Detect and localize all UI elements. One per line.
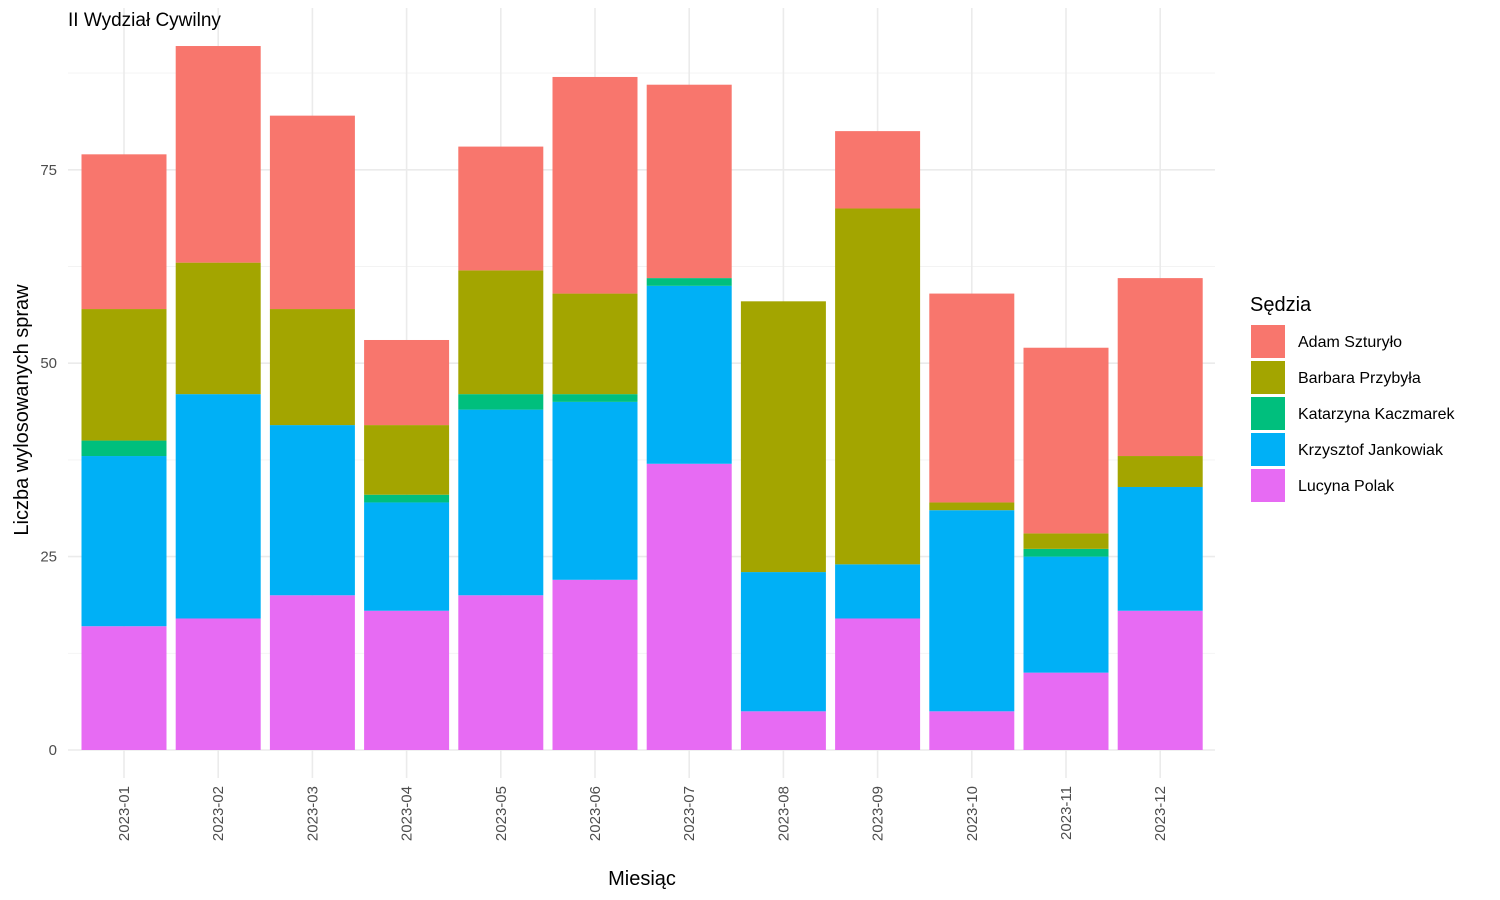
- bar-segment: [269, 115, 355, 310]
- legend-swatch: [1251, 325, 1285, 358]
- legend-swatch: [1251, 469, 1285, 502]
- bar-segment: [81, 456, 167, 627]
- bar-segment: [552, 401, 638, 580]
- legend-swatch: [1251, 397, 1285, 430]
- x-tick-label: 2023-07: [681, 786, 698, 841]
- bar-segment: [1023, 556, 1109, 673]
- bar-segment: [1023, 672, 1109, 750]
- legend: Sędzia Adam Szturyło Barbara Przybyła Kata…: [1250, 294, 1456, 502]
- bar-segment: [81, 309, 167, 441]
- bar-segment: [458, 270, 544, 395]
- bar-segment: [552, 394, 638, 402]
- x-tick-label: 2023-06: [587, 786, 604, 841]
- bar-segment: [81, 626, 167, 750]
- bar-segment: [646, 84, 732, 279]
- bar-segment: [269, 595, 355, 750]
- bar-segment: [740, 711, 826, 750]
- bar-segment: [364, 339, 450, 426]
- x-tick-label: 2023-05: [493, 786, 510, 841]
- bar-segment: [175, 262, 261, 395]
- bar-segment: [929, 711, 1015, 750]
- bar-segment: [929, 510, 1015, 712]
- bar-segment: [552, 579, 638, 750]
- bar-segment: [458, 409, 544, 596]
- x-tick-label: 2023-01: [116, 786, 133, 841]
- bar-segment: [175, 618, 261, 750]
- x-axis-title: Miesiąc: [608, 868, 676, 890]
- x-tick-label: 2023-11: [1058, 786, 1075, 840]
- bar-segment: [458, 595, 544, 750]
- legend-swatch: [1251, 433, 1285, 466]
- bar-segment: [364, 502, 450, 611]
- bar-segment: [929, 293, 1015, 503]
- x-tick-label: 2023-10: [964, 786, 981, 841]
- bar-segment: [1117, 278, 1203, 457]
- y-tick-label: 75: [40, 162, 57, 179]
- bars: [81, 46, 1203, 750]
- chart-title: II Wydział Cywilny: [68, 10, 221, 31]
- bar-segment: [552, 293, 638, 395]
- bar-segment: [364, 494, 450, 503]
- bar-segment: [175, 394, 261, 619]
- x-tick-label: 2023-02: [210, 786, 227, 841]
- bar-segment: [835, 564, 921, 619]
- bar-segment: [269, 309, 355, 426]
- bar-segment: [929, 502, 1015, 511]
- legend-label: Adam Szturyło: [1298, 334, 1402, 351]
- y-tick-label: 0: [49, 742, 57, 759]
- bar-segment: [269, 425, 355, 596]
- bar-segment: [646, 463, 732, 750]
- bar-segment: [458, 394, 544, 410]
- bar-segment: [740, 572, 826, 712]
- bar-segment: [646, 278, 732, 286]
- legend-label: Barbara Przybyła: [1298, 370, 1421, 387]
- bar-segment: [835, 208, 921, 565]
- x-axis-ticks: 2023-01 2023-02 2023-03 2023-04 2023-05 2023-…: [116, 786, 1169, 841]
- legend-swatch: [1251, 361, 1285, 394]
- bar-segment: [1023, 533, 1109, 549]
- x-tick-label: 2023-08: [775, 786, 792, 841]
- legend-title: Sędzia: [1250, 294, 1312, 316]
- bar-segment: [552, 76, 638, 294]
- bar-segment: [1023, 347, 1109, 534]
- y-axis-title: Liczba wylosowanych spraw: [11, 284, 33, 536]
- bar-segment: [1117, 486, 1203, 611]
- bar-segment: [364, 610, 450, 750]
- x-tick-label: 2023-09: [870, 786, 887, 841]
- y-tick-label: 50: [40, 355, 57, 372]
- bar-segment: [1117, 456, 1203, 487]
- bar-segment: [364, 425, 450, 495]
- y-axis-ticks: 0 25 50 75: [40, 162, 57, 759]
- bar-segment: [646, 285, 732, 464]
- x-tick-label: 2023-04: [399, 786, 416, 841]
- bar-segment: [81, 440, 167, 457]
- bar-segment: [458, 146, 544, 271]
- bar-segment: [1117, 610, 1203, 750]
- legend-label: Lucyna Polak: [1298, 478, 1395, 495]
- bar-segment: [1023, 548, 1109, 557]
- bar-segment: [835, 618, 921, 750]
- legend-label: Katarzyna Kaczmarek: [1298, 406, 1456, 423]
- bar-segment: [81, 154, 167, 310]
- bar-segment: [835, 131, 921, 209]
- x-tick-label: 2023-12: [1152, 786, 1169, 841]
- y-tick-label: 25: [40, 549, 57, 566]
- legend-label: Krzysztof Jankowiak: [1298, 442, 1444, 459]
- x-tick-label: 2023-03: [304, 786, 321, 841]
- bar-segment: [175, 46, 261, 263]
- bar-segment: [740, 301, 826, 573]
